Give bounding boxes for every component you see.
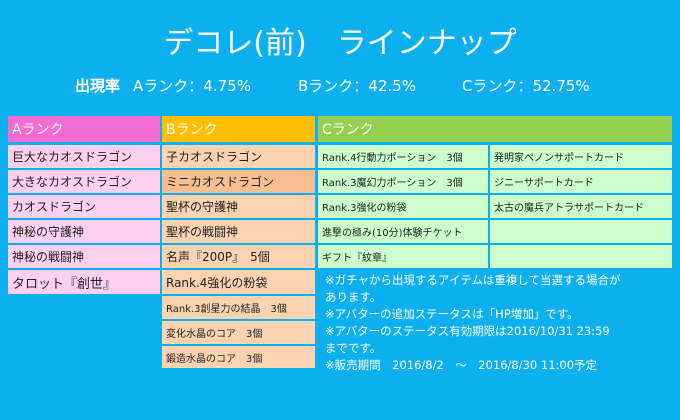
column-header: Bランク <box>162 116 315 142</box>
rate: Cランク：52.75% <box>462 77 590 95</box>
cell: タロット『創世』 <box>8 270 160 294</box>
note: ※販売期間 2016/8/2 ～ 2016/8/30 11:00予定 <box>325 358 598 372</box>
empty-cell <box>490 220 672 243</box>
rates-label: 出現率 <box>75 77 121 95</box>
cell: Rank.4強化の粉袋 <box>162 270 315 294</box>
cell: ジニーサポートカード <box>490 170 672 193</box>
cell: 神秘の戦闘神 <box>8 245 160 268</box>
cell: 大きなカオスドラゴン <box>8 170 160 193</box>
rate: Bランク：42.5% <box>298 77 416 95</box>
note: ※アバターのステータス有効期限は2016/10/31 23:59 <box>325 324 610 338</box>
note: ※アバターの追加ステータスは「HP増加」です。 <box>325 307 579 321</box>
cell: Rank.4行動力ポーション 3個 <box>318 145 488 168</box>
column-header: Cランク <box>318 116 672 142</box>
cell: 名声『200P』 5個 <box>162 245 315 268</box>
cell: Rank.3創星力の結晶 3個 <box>162 296 315 319</box>
note: あります。 <box>325 290 382 304</box>
cell: ギフト『紋章』 <box>318 245 488 268</box>
note: までです。 <box>325 341 382 355</box>
cell: 変化水晶のコア 3個 <box>162 321 315 344</box>
cell: 鍛造水晶のコア 3個 <box>162 346 315 368</box>
cell: 聖杯の守護神 <box>162 195 315 218</box>
cell: カオスドラゴン <box>8 195 160 218</box>
cell: 子カオスドラゴン <box>162 145 315 168</box>
cell: 発明家ペノンサポートカード <box>490 145 672 168</box>
column-header: Aランク <box>8 116 160 142</box>
cell: 進撃の極み(10分)体験チケット <box>318 220 488 243</box>
rate: Aランク：4.75% <box>133 77 251 95</box>
title: デコレ(前) ラインナップ <box>163 26 517 61</box>
cell: 神秘の守護神 <box>8 220 160 243</box>
note: ※ガチャから出現するアイテムは重複して当選する場合が <box>325 273 621 287</box>
cell: Rank.3魔幻力ポーション 3個 <box>318 170 488 193</box>
cell: 巨大なカオスドラゴン <box>8 145 160 168</box>
cell: Rank.3強化の粉袋 <box>318 195 488 218</box>
empty-cell <box>490 245 672 268</box>
cell: 太古の魔兵アトラサポートカード <box>490 195 672 218</box>
cell: 聖杯の戦闘神 <box>162 220 315 243</box>
cell: ミニカオスドラゴン <box>162 170 315 193</box>
